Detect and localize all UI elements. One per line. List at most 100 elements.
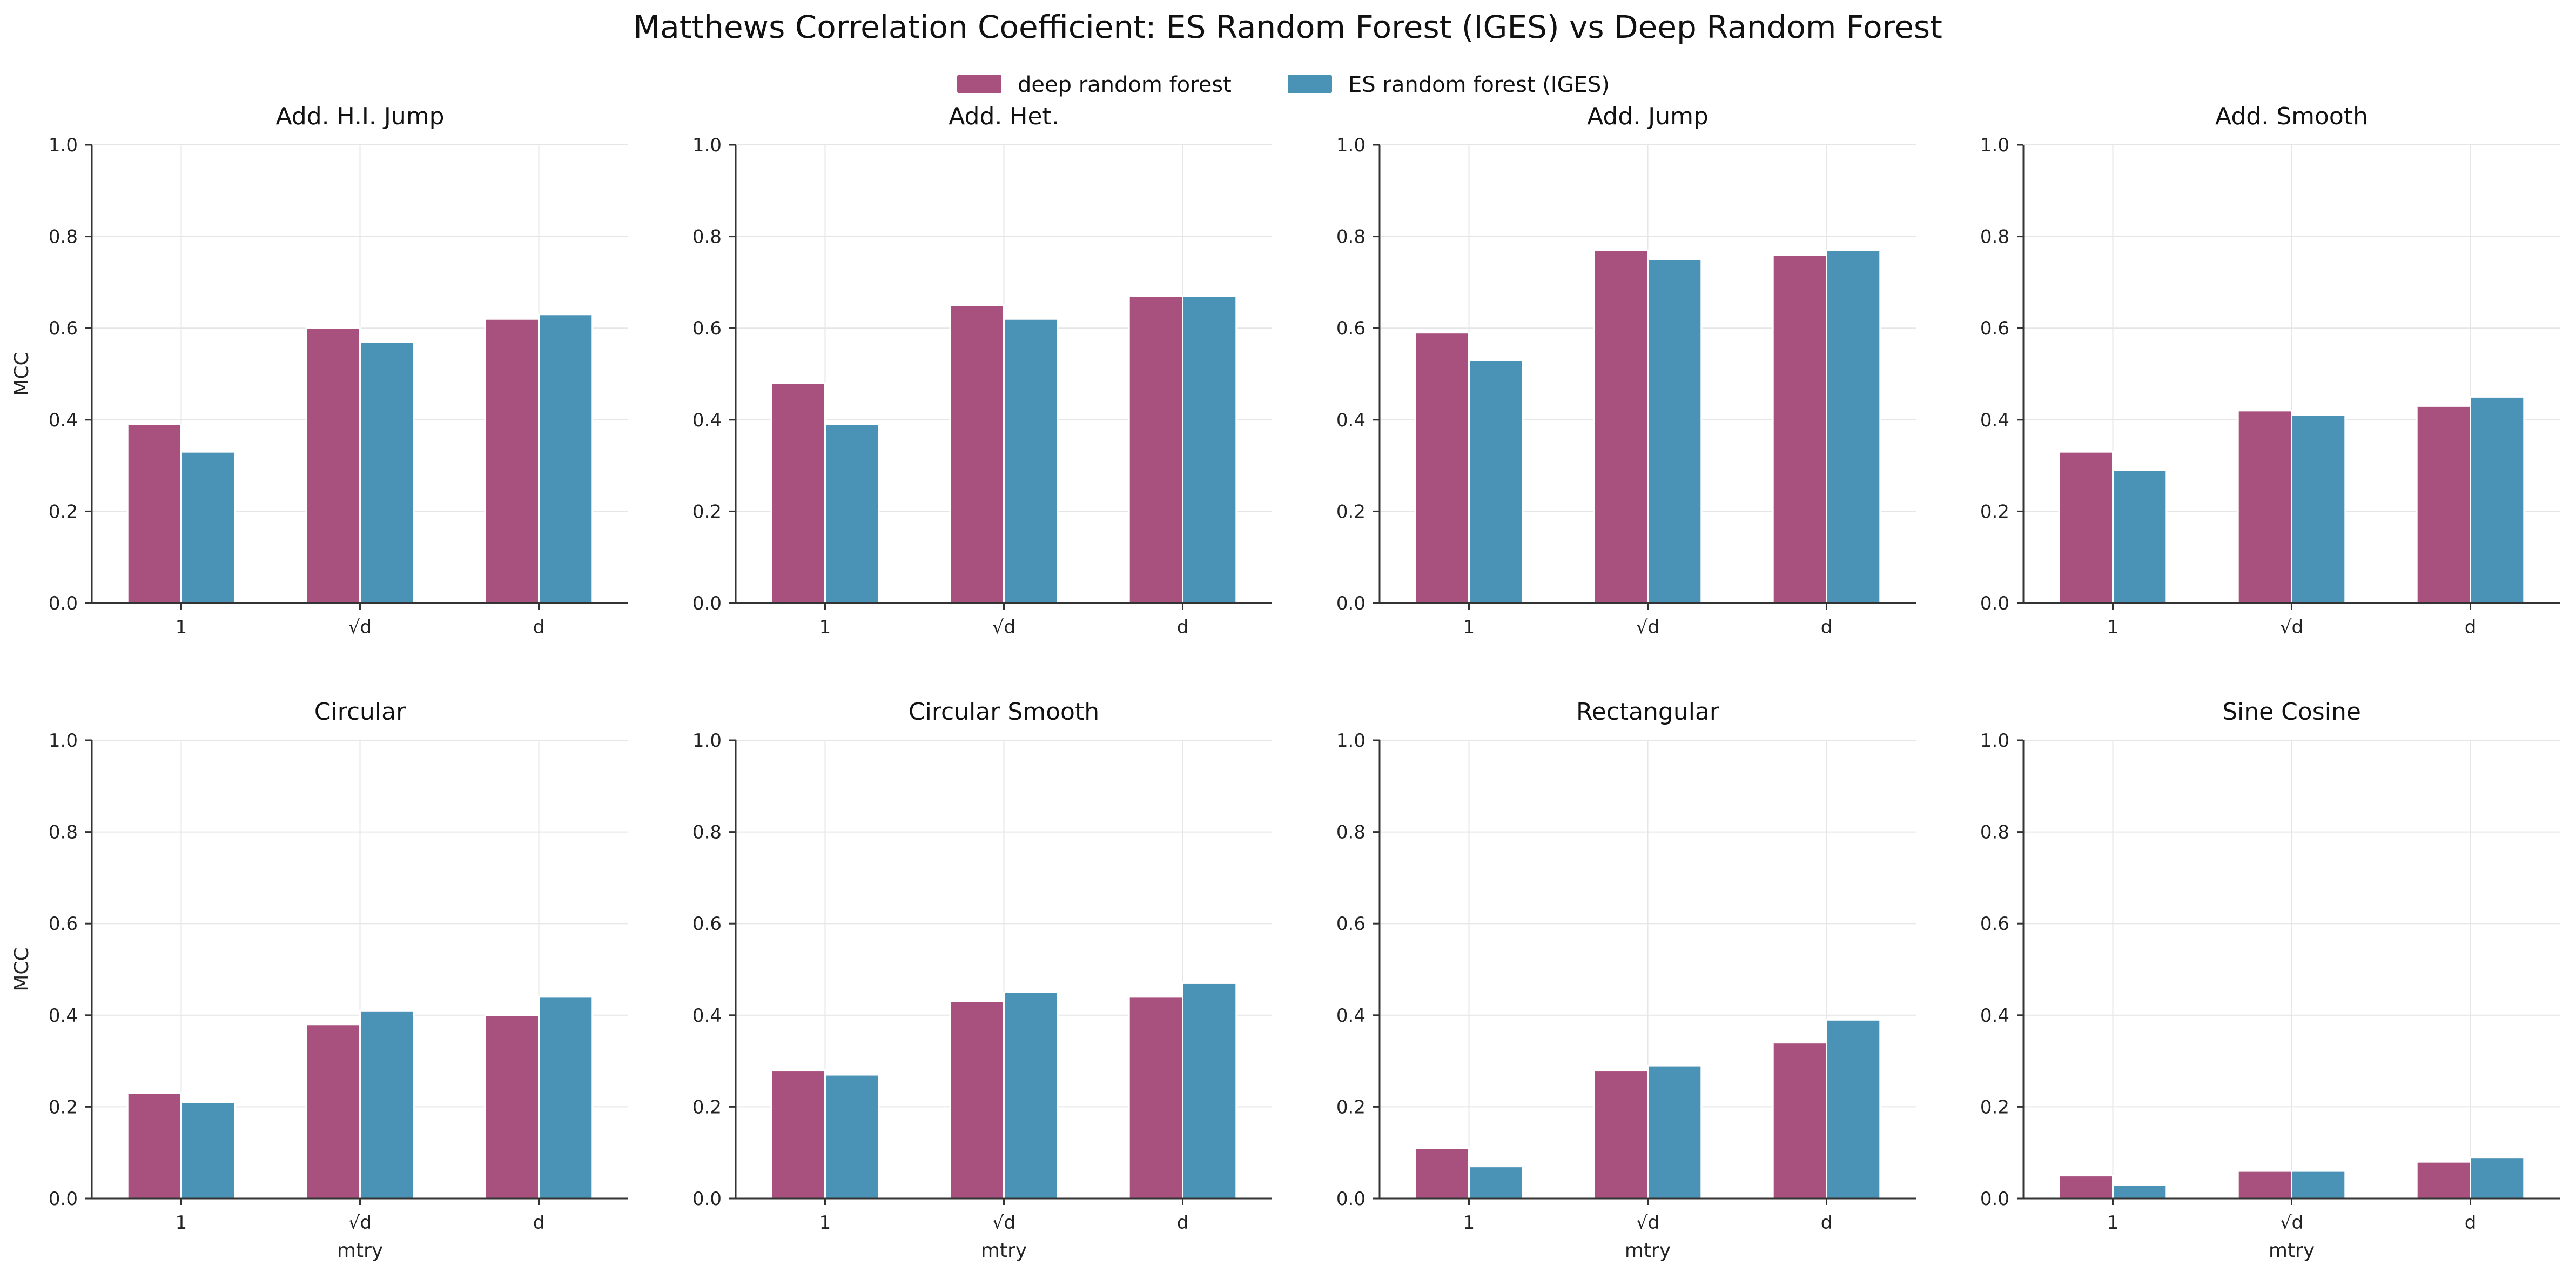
y-tick-label: 0.8 — [49, 226, 78, 248]
bar-es-random-forest-iges-d — [1647, 258, 1703, 604]
bar-deep-random-forest-1 — [1414, 332, 1470, 604]
y-tick-label: 0.2 — [49, 501, 78, 523]
subplot-title: Add. Jump — [1587, 103, 1709, 130]
y-tick-label: 1.0 — [49, 730, 78, 752]
y-tick-label: 0.2 — [49, 1096, 78, 1118]
y-axis-label: MCC — [11, 947, 33, 991]
y-tick-label: 1.0 — [1336, 730, 1366, 752]
bar-deep-random-forest-d — [305, 327, 361, 604]
bar-deep-random-forest-d — [949, 1000, 1005, 1200]
y-tick-label: 0.6 — [1980, 913, 2009, 935]
bar-es-random-forest-iges-d — [359, 341, 415, 604]
y-tick-label: 0.6 — [49, 318, 78, 339]
x-tick-label: 1 — [1463, 1212, 1475, 1234]
x-tick-label: d — [533, 1212, 545, 1234]
subplot-add-jump: Add. Jump 0.0 0.2 0.4 0.6 0.8 1.0 1 √d d — [1336, 103, 1916, 638]
x-tick-label: √d — [1636, 1212, 1659, 1234]
y-tick-label: 1.0 — [692, 135, 722, 156]
legend-label-deep-random-forest: deep random forest — [1018, 72, 1232, 97]
y-tick-label: 0.8 — [692, 226, 722, 248]
figure-title: Matthews Correlation Coefficient: ES Ran… — [633, 9, 1942, 45]
x-tick-label: √d — [992, 1212, 1015, 1234]
x-tick-label: √d — [348, 617, 372, 638]
x-tick-label: 1 — [2107, 617, 2119, 638]
x-tick-label: 1 — [819, 1212, 831, 1234]
bar-es-random-forest-iges-d — [359, 1009, 415, 1200]
bar-deep-random-forest-d — [2416, 1161, 2472, 1200]
bar-es-random-forest-iges-1 — [2112, 469, 2168, 604]
bar-es-random-forest-iges-d — [1182, 982, 1237, 1200]
bar-deep-random-forest-d — [484, 1014, 540, 1200]
y-tick-label: 0.4 — [49, 410, 78, 431]
bar-deep-random-forest-d — [1772, 1042, 1827, 1200]
y-tick-label: 0.2 — [1336, 1096, 1366, 1118]
subplot-title: Rectangular — [1576, 698, 1720, 726]
bar-es-random-forest-iges-d — [538, 996, 594, 1200]
bar-es-random-forest-iges-1 — [824, 1074, 880, 1200]
bar-deep-random-forest-1 — [1414, 1147, 1470, 1200]
bar-deep-random-forest-1 — [126, 1092, 182, 1200]
subplot-add-het: Add. Het. 0.0 0.2 0.4 0.6 0.8 1.0 1 √d d — [692, 103, 1272, 638]
y-tick-label: 0.0 — [692, 593, 722, 614]
bar-deep-random-forest-d — [2416, 405, 2472, 604]
subplot-sine-cosine: Sine Cosine 0.0 0.2 0.4 0.6 0.8 1.0 1 √d d mtry — [1980, 698, 2560, 1262]
bar-deep-random-forest-d — [2237, 410, 2293, 604]
bar-es-random-forest-iges-d — [538, 313, 594, 604]
x-tick-label: 1 — [819, 617, 831, 638]
x-tick-label: d — [1177, 1212, 1189, 1234]
subplot-add-h-i-jump: Add. H.I. Jump 0.0 0.2 0.4 0.6 0.8 1.0 1 √d d MCC — [11, 103, 628, 638]
y-tick-label: 0.4 — [1336, 410, 1366, 431]
y-tick-label: 0.6 — [1336, 913, 1366, 935]
y-tick-label: 0.4 — [692, 1005, 722, 1027]
bar-es-random-forest-iges-1 — [824, 423, 880, 604]
y-tick-label: 0.8 — [1980, 822, 2009, 843]
bar-es-random-forest-iges-d — [2470, 396, 2525, 604]
x-tick-label: √d — [2280, 617, 2303, 638]
y-axis-label: MCC — [11, 352, 33, 396]
y-tick-label: 0.6 — [1336, 318, 1366, 339]
y-tick-label: 1.0 — [49, 135, 78, 156]
y-tick-label: 0.6 — [692, 318, 722, 339]
x-axis-label: mtry — [337, 1240, 383, 1262]
y-tick-label: 0.6 — [692, 913, 722, 935]
bar-deep-random-forest-1 — [126, 423, 182, 604]
y-tick-label: 0.8 — [1980, 226, 2009, 248]
subplot-title: Sine Cosine — [2222, 698, 2361, 726]
y-tick-label: 0.4 — [49, 1005, 78, 1027]
x-tick-label: d — [2465, 617, 2477, 638]
x-tick-label: 1 — [2107, 1212, 2119, 1234]
bar-deep-random-forest-d — [305, 1023, 361, 1200]
y-tick-label: 0.0 — [49, 593, 78, 614]
bar-es-random-forest-iges-1 — [180, 451, 236, 604]
subplot-title: Add. Smooth — [2215, 103, 2368, 130]
y-tick-label: 0.2 — [1980, 1096, 2009, 1118]
bar-es-random-forest-iges-d — [1182, 295, 1237, 604]
x-tick-label: √d — [1636, 617, 1659, 638]
bar-deep-random-forest-d — [1128, 295, 1183, 604]
x-tick-label: 1 — [1463, 617, 1475, 638]
subplot-add-smooth: Add. Smooth 0.0 0.2 0.4 0.6 0.8 1.0 1 √d d — [1980, 103, 2560, 638]
y-tick-label: 0.2 — [692, 501, 722, 523]
subplot-title: Circular Smooth — [909, 698, 1099, 726]
x-tick-label: d — [533, 617, 545, 638]
bar-deep-random-forest-d — [484, 318, 540, 604]
y-tick-label: 0.8 — [1336, 822, 1366, 843]
x-tick-label: d — [1177, 617, 1189, 638]
legend: deep random forest ES random forest (IGE… — [957, 72, 1610, 97]
y-tick-label: 0.2 — [1980, 501, 2009, 523]
bar-es-random-forest-iges-1 — [180, 1101, 236, 1200]
x-tick-label: 1 — [176, 1212, 187, 1234]
y-tick-label: 0.2 — [1336, 501, 1366, 523]
x-tick-label: √d — [992, 617, 1015, 638]
x-tick-label: 1 — [176, 617, 187, 638]
y-tick-label: 0.6 — [1980, 318, 2009, 339]
x-tick-label: d — [1821, 617, 1833, 638]
y-tick-label: 0.0 — [1980, 593, 2009, 614]
bar-es-random-forest-iges-d — [2470, 1156, 2525, 1200]
legend-item-es-random-forest: ES random forest (IGES) — [1288, 72, 1610, 97]
subplot-title: Circular — [314, 698, 406, 726]
y-tick-label: 0.2 — [692, 1096, 722, 1118]
y-tick-label: 0.0 — [49, 1188, 78, 1210]
y-tick-label: 0.0 — [1980, 1188, 2009, 1210]
